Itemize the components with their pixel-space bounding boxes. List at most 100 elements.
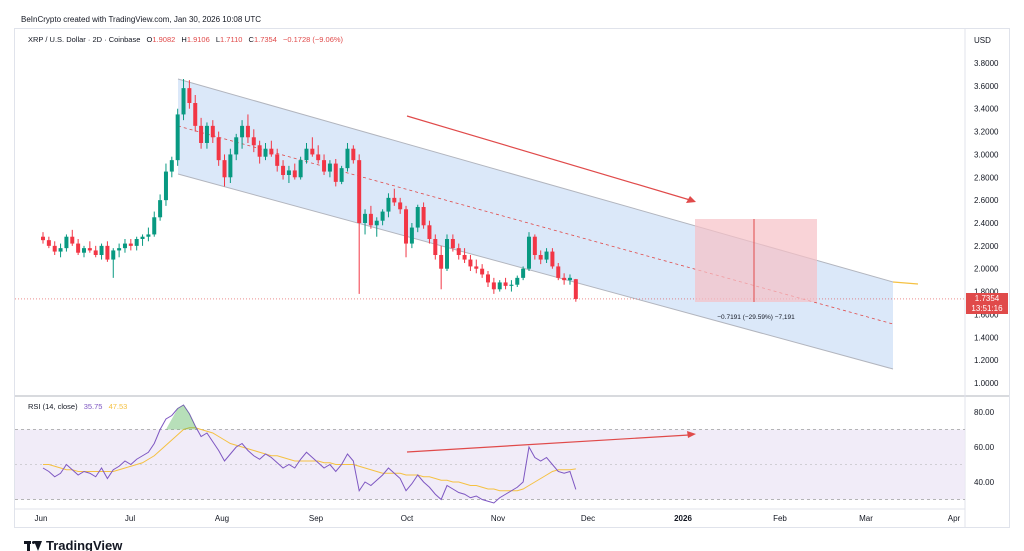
candle-body [374, 220, 379, 226]
price-tick-label: 1.2000 [974, 356, 999, 365]
price-tick-label: 3.6000 [974, 82, 999, 91]
candle-body [146, 234, 151, 237]
downtrend-arrow-line [406, 115, 691, 201]
candle-body [117, 248, 122, 251]
chart-frame [14, 28, 1010, 528]
candle-body [175, 114, 180, 161]
time-tick-label: 2026 [674, 514, 692, 523]
candle-body [439, 255, 444, 269]
legend-high-label: H [181, 35, 187, 44]
candle-body [345, 148, 350, 169]
candle-body [158, 200, 163, 218]
rsi-tick-label: 60.00 [974, 443, 995, 452]
candle-body [99, 245, 104, 255]
candle-body [427, 225, 432, 239]
rsi-pane: 80.00 60.00 40.00 [15, 404, 995, 504]
axes-layer: 3.8000 3.6000 3.4000 3.2000 3.0000 2.8000 2.60… [35, 59, 999, 523]
candle-body [304, 148, 309, 161]
legend-close-value: 1.7354 [253, 35, 277, 44]
candle-body [333, 163, 338, 182]
legend-high-value: 1.9106 [186, 35, 210, 44]
tradingview-logo[interactable]: TradingView [24, 538, 122, 551]
legend-symbol: XRP / U.S. Dollar · 2D · Coinbase [28, 35, 141, 44]
candle-body [409, 227, 414, 244]
legend-open-value: 1.9082 [152, 35, 176, 44]
price-tick-label: 2.6000 [974, 196, 999, 205]
candle-body [573, 279, 578, 299]
time-tick-label: Oct [401, 514, 414, 523]
candle-body [169, 160, 174, 172]
time-tick-label: Feb [773, 514, 787, 523]
candle-body [421, 207, 426, 226]
candle-body [234, 137, 239, 155]
time-tick-label: Aug [215, 514, 229, 523]
time-tick-label: Nov [491, 514, 505, 523]
candle-body [281, 165, 286, 175]
rsi-legend-value: 35.75 [83, 402, 103, 411]
candle-body [450, 239, 455, 249]
time-tick-label: Mar [859, 514, 873, 523]
channel-extension [892, 281, 919, 285]
candle-body [52, 245, 57, 252]
candle-body [515, 277, 520, 285]
legend-low-label: L [215, 35, 221, 44]
candle-body [163, 171, 168, 201]
price-tick-label: 3.2000 [974, 128, 999, 137]
candle-body [204, 125, 209, 143]
candle-body [105, 245, 110, 260]
candle-body [415, 207, 420, 228]
candle-body [497, 282, 502, 290]
candle-body [550, 251, 555, 267]
rsi-legend[interactable]: RSI (14, close) 35.75 47.53 [28, 402, 127, 411]
candle-body [269, 148, 274, 155]
channel-lower-line [177, 173, 894, 370]
time-tick-label: Jun [35, 514, 48, 523]
candle-body [357, 160, 362, 223]
rsi-ma-value: 47.53 [108, 402, 128, 411]
candle-body [386, 197, 391, 212]
candle-body [351, 148, 356, 161]
time-tick-label: Sep [309, 514, 324, 523]
measure-tool: −0.7191 (−29.59%) −7,191 [695, 219, 817, 321]
downtrend-arrow-head [686, 196, 696, 203]
candle-body [228, 154, 233, 178]
candle-body [81, 248, 86, 253]
bar-countdown: 13:51:16 [971, 304, 1003, 313]
tradingview-brand: TradingView [46, 538, 123, 551]
candle-body [480, 268, 485, 275]
price-tick-label: 2.2000 [974, 242, 999, 251]
candle-body [87, 248, 92, 251]
candle-body [193, 103, 198, 126]
candle-body [257, 145, 262, 157]
currency-label[interactable]: USD [974, 36, 991, 45]
rsi-tick-label: 80.00 [974, 408, 995, 417]
descending-channel [15, 78, 965, 370]
price-tick-label: 3.0000 [974, 150, 999, 159]
candle-body [275, 154, 280, 166]
candle-body [76, 243, 81, 253]
candle-body [327, 163, 332, 172]
candle-body [58, 248, 63, 252]
candle-body [245, 125, 250, 138]
candle-body [187, 88, 192, 103]
price-tick-label: 1.6000 [974, 310, 999, 319]
candle-body [509, 284, 514, 286]
candle-body [521, 268, 526, 278]
candle-body [538, 255, 543, 260]
candle-body [567, 277, 572, 281]
candle-body [398, 202, 403, 210]
candle-body [433, 239, 438, 255]
candle-body [339, 168, 344, 182]
candle-body [216, 137, 221, 161]
candle-body [240, 125, 245, 138]
candle-body [222, 160, 227, 178]
price-tick-label: 1.0000 [974, 379, 999, 388]
symbol-legend[interactable]: XRP / U.S. Dollar · 2D · Coinbase O1.908… [28, 35, 343, 44]
rsi-tick-label: 40.00 [974, 478, 995, 487]
price-tick-label: 2.4000 [974, 219, 999, 228]
candle-body [462, 255, 467, 260]
candle-body [474, 266, 479, 269]
rsi-legend-label: RSI (14, close) [28, 402, 78, 411]
candle-body [251, 137, 256, 146]
